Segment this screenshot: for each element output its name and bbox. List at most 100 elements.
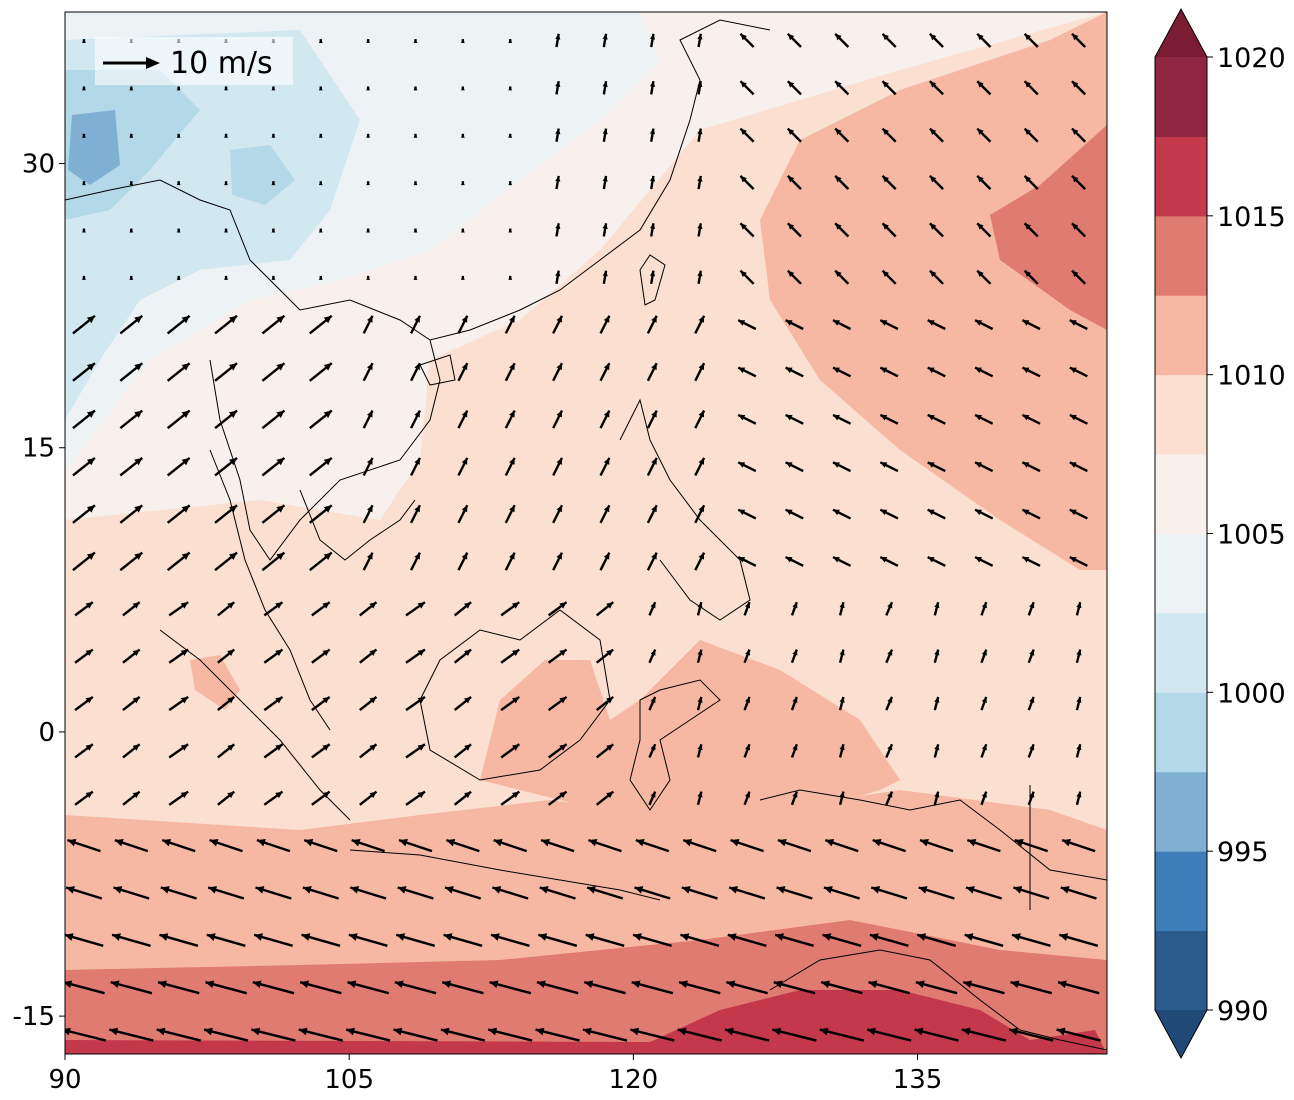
wind-arrowhead bbox=[929, 81, 937, 88]
wind-arrowhead bbox=[444, 886, 454, 894]
wind-arrowhead bbox=[350, 886, 360, 894]
wind-arrowhead bbox=[109, 1027, 119, 1036]
wind-arrowhead bbox=[603, 315, 610, 323]
wind-arrowhead bbox=[738, 367, 746, 374]
wind-arrowhead bbox=[787, 33, 795, 41]
wind-arrowhead bbox=[271, 275, 276, 280]
wind-arrowhead bbox=[512, 602, 520, 609]
wind-arrowhead bbox=[1013, 886, 1023, 894]
wind-arrowhead bbox=[443, 933, 453, 941]
wind-arrowhead bbox=[394, 980, 404, 989]
y-tick-label: 15 bbox=[22, 434, 55, 464]
wind-arrowhead bbox=[397, 886, 407, 894]
wind-arrowhead bbox=[464, 602, 472, 609]
wind-arrowhead bbox=[606, 649, 614, 657]
wind-arrowhead bbox=[776, 886, 786, 894]
wind-arrowhead bbox=[927, 557, 935, 563]
wind-arrowhead bbox=[698, 457, 705, 465]
wind-arrowhead bbox=[252, 980, 262, 989]
wind-arrowhead bbox=[839, 696, 845, 703]
pressure-band-1016 bbox=[65, 990, 1107, 1054]
wind-arrowhead bbox=[697, 744, 703, 751]
wind-arrowhead bbox=[679, 980, 688, 989]
wind-arrowhead bbox=[367, 315, 373, 323]
wind-arrowhead bbox=[606, 696, 614, 704]
wind-arrowhead bbox=[1076, 649, 1082, 656]
wind-arrowhead bbox=[792, 649, 798, 656]
wind-arrowhead bbox=[785, 367, 793, 374]
wind-arrowhead bbox=[205, 980, 215, 989]
wind-arrowhead bbox=[787, 223, 795, 230]
wind-arrowhead bbox=[927, 320, 935, 326]
wind-arrowhead bbox=[1024, 128, 1032, 135]
wind-arrowhead bbox=[323, 457, 332, 466]
wind-arrowhead bbox=[650, 649, 656, 656]
wind-arrowhead bbox=[740, 81, 747, 88]
colorbar-segment bbox=[1155, 533, 1207, 614]
wind-arrowhead bbox=[1071, 33, 1079, 41]
wind-arrowhead bbox=[697, 602, 703, 609]
wind-arrowhead bbox=[460, 86, 465, 91]
wind-arrowhead bbox=[787, 81, 795, 88]
wind-arrowhead bbox=[961, 1027, 971, 1036]
wind-arrowhead bbox=[649, 175, 656, 182]
wind-arrowhead bbox=[683, 838, 693, 847]
wind-arrowhead bbox=[880, 320, 888, 326]
wind-arrowhead bbox=[555, 270, 561, 277]
wind-arrowhead bbox=[977, 128, 984, 135]
pressure-band-1011c bbox=[190, 655, 240, 710]
wind-arrowhead bbox=[318, 133, 323, 138]
wind-arrowhead bbox=[651, 505, 657, 513]
wind-arrowhead bbox=[975, 462, 983, 468]
wind-arrowhead bbox=[738, 414, 746, 421]
wind-arrowhead bbox=[512, 744, 520, 751]
colorbar-segment bbox=[1155, 692, 1207, 773]
wind-arrowhead bbox=[464, 696, 472, 704]
wind-arrowhead bbox=[509, 505, 515, 513]
x-tick-label: 105 bbox=[324, 1065, 374, 1095]
wind-arrowhead bbox=[180, 696, 189, 704]
wind-arrowhead bbox=[1071, 81, 1079, 88]
wind-arrowhead bbox=[1069, 367, 1077, 374]
wind-arrowhead bbox=[366, 39, 371, 44]
wind-arrowhead bbox=[1029, 791, 1035, 798]
wind-arrowhead bbox=[302, 886, 312, 894]
wind-arrowhead bbox=[1069, 462, 1077, 468]
wind-arrowhead bbox=[460, 181, 465, 186]
wind-arrowhead bbox=[839, 791, 845, 798]
wind-arrowhead bbox=[967, 838, 977, 847]
wind-arrowhead bbox=[112, 933, 121, 941]
wind-arrowhead bbox=[414, 505, 420, 513]
wind-arrowhead bbox=[777, 838, 787, 847]
colorbar-tick-label: 1020 bbox=[1217, 43, 1286, 74]
wind-arrowhead bbox=[559, 744, 567, 751]
wind-vectors bbox=[65, 32, 1101, 1042]
wind-arrowhead bbox=[1057, 980, 1067, 989]
wind-arrowhead bbox=[254, 933, 264, 941]
wind-arrowhead bbox=[1024, 33, 1032, 41]
wind-arrowhead bbox=[538, 933, 548, 941]
wind-arrowhead bbox=[323, 315, 332, 324]
wind-arrowhead bbox=[414, 363, 420, 371]
wind-arrowhead bbox=[651, 363, 657, 371]
wind-arrowhead bbox=[276, 410, 285, 418]
wind-arrowhead bbox=[159, 933, 169, 941]
wind-arrowhead bbox=[839, 602, 845, 609]
wind-arrowhead bbox=[464, 744, 472, 751]
wind-arrowhead bbox=[606, 791, 614, 799]
wind-arrowhead bbox=[156, 1027, 166, 1036]
wind-arrowhead bbox=[367, 505, 373, 513]
wind-arrowhead bbox=[729, 886, 739, 894]
wind-arrowhead bbox=[835, 33, 842, 41]
wind-arrowhead bbox=[602, 128, 608, 135]
wind-arrowhead bbox=[440, 1027, 450, 1036]
wind-arrowhead bbox=[929, 33, 937, 41]
wind-arrowhead bbox=[318, 181, 323, 186]
colorbar-segment bbox=[1155, 612, 1207, 693]
wind-arrowhead bbox=[251, 1027, 261, 1036]
wind-arrowhead bbox=[772, 1027, 782, 1036]
wind-arrowhead bbox=[276, 315, 285, 324]
wind-arrowhead bbox=[256, 838, 266, 847]
wind-arrowhead bbox=[82, 181, 86, 186]
wind-arrowhead bbox=[651, 457, 657, 465]
